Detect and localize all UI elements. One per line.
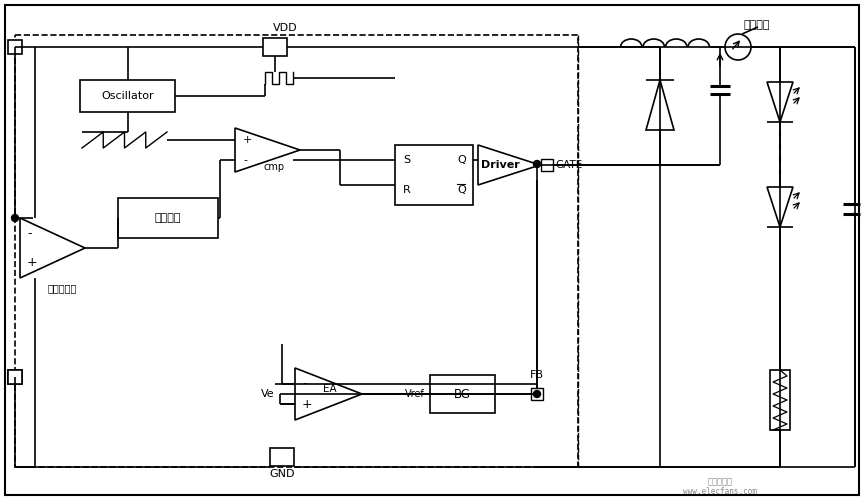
Text: Ve: Ve xyxy=(261,389,275,399)
Text: 补偿网络: 补偿网络 xyxy=(155,213,182,223)
Bar xyxy=(270,448,294,466)
Bar xyxy=(8,40,22,54)
Text: +: + xyxy=(27,256,37,269)
Text: -: - xyxy=(243,155,247,165)
Bar xyxy=(15,35,578,467)
Text: R: R xyxy=(403,185,411,195)
Text: S: S xyxy=(403,155,410,165)
Text: EA: EA xyxy=(323,384,336,394)
Bar xyxy=(531,388,543,400)
Text: Q: Q xyxy=(457,185,465,195)
Text: GND: GND xyxy=(269,469,295,479)
Text: FB: FB xyxy=(530,370,544,380)
Bar xyxy=(118,198,218,238)
Circle shape xyxy=(534,390,541,397)
Text: +: + xyxy=(243,135,253,145)
Text: 电流放大器: 电流放大器 xyxy=(48,283,77,293)
Circle shape xyxy=(11,214,18,221)
Text: -: - xyxy=(302,377,306,390)
Text: BG: BG xyxy=(454,387,471,400)
Text: Oscillator: Oscillator xyxy=(101,91,154,101)
Text: www.elecfans.com: www.elecfans.com xyxy=(683,486,757,495)
Text: Q: Q xyxy=(457,155,465,165)
Text: Vref: Vref xyxy=(405,389,425,399)
Text: VDD: VDD xyxy=(273,23,298,33)
Bar xyxy=(395,145,473,205)
Text: -: - xyxy=(27,227,31,240)
Text: Driver: Driver xyxy=(481,160,519,170)
Bar xyxy=(430,375,495,413)
Bar xyxy=(770,370,790,430)
Bar xyxy=(541,159,553,171)
Circle shape xyxy=(534,160,541,167)
Text: 电子发烧友: 电子发烧友 xyxy=(708,477,733,486)
Text: +: + xyxy=(302,397,312,410)
Bar xyxy=(80,80,175,112)
Bar xyxy=(8,370,22,384)
Bar xyxy=(8,370,22,384)
Text: 电流检测: 电流检测 xyxy=(743,20,770,30)
Bar xyxy=(263,38,287,56)
Text: GATE: GATE xyxy=(555,160,582,170)
Text: cmp: cmp xyxy=(263,162,284,172)
